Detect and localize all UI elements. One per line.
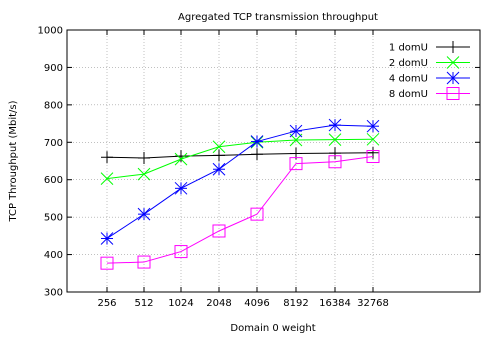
x-tick-label: 32768 <box>357 298 389 309</box>
series-point <box>446 71 460 85</box>
series-point <box>250 135 264 148</box>
y-axis-label: TCP Throughput (Mbit/s) <box>8 100 19 222</box>
x-tick-label: 8192 <box>283 298 308 309</box>
series-point <box>174 152 188 166</box>
series-point <box>328 155 342 169</box>
x-tick-label: 2048 <box>206 298 231 309</box>
series-point <box>212 140 226 154</box>
series-point <box>175 150 187 163</box>
series-point <box>250 207 264 221</box>
x-axis-label: Domain 0 weight <box>230 323 315 334</box>
x-axis: 256 512 1024 2048 4096 8192 16384 32768 <box>97 30 389 309</box>
series-2-domu <box>100 132 380 185</box>
y-axis: 300 400 500 600 700 800 900 1000 <box>38 26 480 299</box>
legend-label: 1 domU <box>389 43 428 54</box>
series-point <box>446 87 460 100</box>
series-point <box>447 41 459 53</box>
series-point <box>366 119 380 133</box>
series-point <box>100 172 114 185</box>
series-point <box>289 157 303 171</box>
y-tick-label: 900 <box>44 63 63 74</box>
series-point <box>101 151 113 164</box>
legend-label: 2 domU <box>389 58 428 69</box>
series-4-domu <box>100 118 380 245</box>
series-point <box>251 148 263 161</box>
y-tick-label: 700 <box>44 138 63 149</box>
y-tick-label: 400 <box>44 250 63 261</box>
series-point <box>137 255 151 269</box>
series-point <box>329 147 341 160</box>
series-line <box>106 124 374 239</box>
series-point <box>137 167 151 181</box>
y-tick-label: 300 <box>44 288 63 299</box>
series-point <box>289 133 303 147</box>
series-8-domu <box>100 150 380 270</box>
series-point <box>174 245 188 259</box>
chart-title: Agregated TCP transmission throughput <box>178 12 378 23</box>
series-point <box>213 149 225 162</box>
series-point <box>100 232 114 245</box>
y-tick-label: 800 <box>44 100 63 111</box>
series-point <box>137 207 151 221</box>
series-point <box>174 181 188 195</box>
series-point <box>328 118 342 132</box>
series-point <box>138 152 150 165</box>
series-point <box>100 256 114 270</box>
series-point <box>212 162 226 176</box>
x-tick-label: 256 <box>97 298 116 309</box>
legend: 1 domU 2 domU 4 domU 8 domU <box>389 41 470 100</box>
y-tick-label: 500 <box>44 213 63 224</box>
x-tick-label: 512 <box>134 298 153 309</box>
legend-label: 8 domU <box>389 89 428 100</box>
series-point <box>328 133 342 147</box>
series-point <box>366 132 380 146</box>
series-point <box>212 224 226 238</box>
series-point <box>289 124 303 138</box>
series-point <box>446 56 460 69</box>
y-tick-label: 1000 <box>38 26 63 37</box>
series-group <box>100 118 380 270</box>
x-tick-label: 1024 <box>168 298 193 309</box>
legend-label: 4 domU <box>389 74 428 85</box>
y-tick-label: 600 <box>44 175 63 186</box>
x-tick-label: 4096 <box>244 298 269 309</box>
grid <box>67 30 480 292</box>
x-tick-label: 16384 <box>319 298 351 309</box>
series-line <box>106 138 374 180</box>
plot-frame <box>66 29 481 293</box>
series-point <box>366 150 380 164</box>
